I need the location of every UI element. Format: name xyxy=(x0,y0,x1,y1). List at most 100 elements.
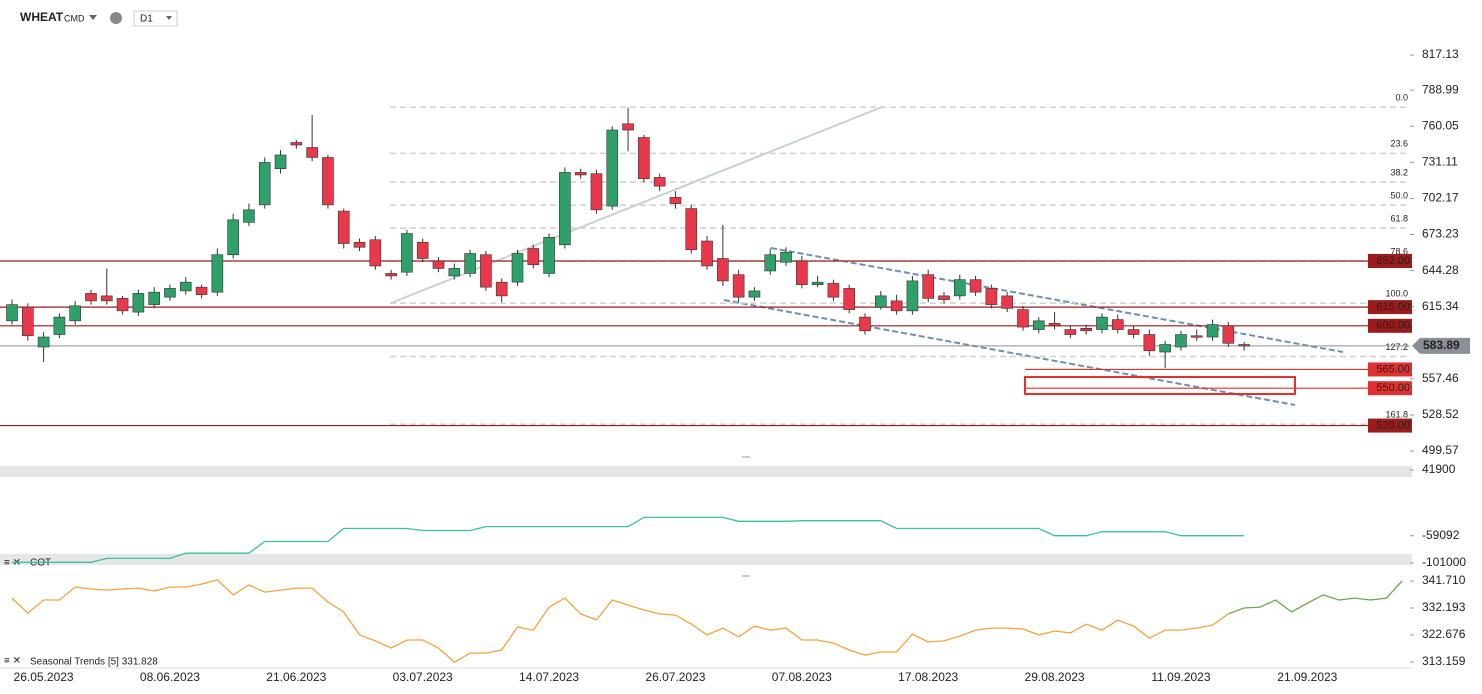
y-tick-label: 528.52 xyxy=(1422,407,1459,421)
candle-body xyxy=(353,241,366,248)
candle-body xyxy=(401,233,413,273)
candle-body xyxy=(69,305,81,322)
level-label: 565.00 xyxy=(1376,363,1410,375)
candle-body xyxy=(1175,334,1187,348)
candle-body xyxy=(416,241,429,259)
candle-body xyxy=(574,172,587,176)
x-tick-label: 21.09.2023 xyxy=(1277,670,1337,684)
candle-body xyxy=(748,290,761,298)
candle-body xyxy=(732,274,745,298)
candle-body xyxy=(132,293,145,313)
candle-body xyxy=(638,137,650,179)
zone-box[interactable] xyxy=(1024,376,1296,395)
candle-body xyxy=(875,295,887,308)
x-tick-label: 14.07.2023 xyxy=(519,670,579,684)
candle-body xyxy=(796,260,808,285)
series-line xyxy=(1228,580,1403,615)
candle-body xyxy=(559,172,571,246)
last-price-label: 583.89 xyxy=(1423,338,1460,352)
pane-icons[interactable]: ≡ ✕ xyxy=(4,558,21,569)
candle-body xyxy=(1222,325,1235,344)
y-tick-label: 341.710 xyxy=(1422,573,1466,587)
y-tick-label: 322.676 xyxy=(1422,627,1466,641)
timeframe: D1 xyxy=(140,14,153,25)
info-icon[interactable] xyxy=(110,12,122,24)
y-tick-label: 673.23 xyxy=(1422,227,1459,241)
candle-body xyxy=(922,274,935,299)
candle-body xyxy=(843,288,856,310)
candle-body xyxy=(717,258,729,282)
candle-body xyxy=(590,173,603,211)
candle-body xyxy=(622,123,634,131)
x-tick-label: 11.09.2023 xyxy=(1151,670,1210,684)
y-tick-label: 615.34 xyxy=(1422,299,1459,313)
x-tick-label: 03.07.2023 xyxy=(393,670,453,684)
y-tick-label: 41900 xyxy=(1422,462,1456,476)
pane-title: Seasonal Trends [5] 331.828 xyxy=(30,657,158,668)
candle-body xyxy=(1206,324,1219,338)
x-tick-label: 21.06.2023 xyxy=(266,670,326,684)
candle-body xyxy=(1096,316,1108,330)
candle-body xyxy=(764,254,777,272)
last-price-box xyxy=(1412,337,1470,354)
y-tick-label: 731.11 xyxy=(1422,154,1458,168)
x-tick-label: 26.05.2023 xyxy=(14,670,74,684)
candle-body xyxy=(432,260,445,269)
y-tick-label: -59092 xyxy=(1422,528,1460,542)
candle-body xyxy=(527,248,540,266)
timeframe-arrow xyxy=(166,16,172,20)
timeframe-select[interactable] xyxy=(133,10,178,27)
candle-body xyxy=(827,283,840,298)
level-label: 520.00 xyxy=(1376,419,1410,431)
candle-body xyxy=(306,147,318,158)
candle-body xyxy=(1080,328,1092,332)
candle-body xyxy=(685,208,698,251)
candle-body xyxy=(701,240,713,267)
candle-body xyxy=(211,254,224,293)
channel-upper[interactable] xyxy=(770,247,1344,353)
pane-icons[interactable]: ≡ ✕ xyxy=(4,656,21,667)
candle-body xyxy=(890,300,903,312)
x-tick-label: 08.06.2023 xyxy=(140,670,200,684)
candle-body xyxy=(543,236,555,274)
y-tick-label: 760.05 xyxy=(1422,118,1459,132)
y-tick-label: 499.57 xyxy=(1422,443,1459,457)
candle-body xyxy=(258,162,271,206)
candle-body xyxy=(337,210,350,244)
symbol-dropdown[interactable] xyxy=(89,15,97,20)
candle-body xyxy=(274,154,287,169)
candle-body xyxy=(243,209,255,223)
symbol: WHEAT xyxy=(20,10,64,24)
level-label-box xyxy=(1368,418,1412,433)
level-label: 615.00 xyxy=(1376,301,1410,313)
candle-body xyxy=(195,286,208,295)
level-label-box xyxy=(1368,318,1412,333)
fib-label: 38.2 xyxy=(1390,167,1408,177)
level-label: 600.00 xyxy=(1376,320,1410,332)
candle-body xyxy=(1032,320,1045,330)
candle-body xyxy=(669,197,682,204)
candle-body xyxy=(1017,309,1029,328)
candle-body xyxy=(953,279,966,297)
candle-body xyxy=(1048,323,1061,327)
y-tick-label: 644.28 xyxy=(1422,263,1459,277)
candle-body xyxy=(511,253,524,283)
y-tick-label: 702.17 xyxy=(1422,191,1459,205)
y-tick-label: 817.13 xyxy=(1422,47,1459,61)
candle-body xyxy=(1064,329,1077,335)
level-label-box xyxy=(1368,253,1412,268)
candle-body xyxy=(985,288,998,305)
pane-title: COT xyxy=(30,558,51,569)
candle-body xyxy=(116,298,129,312)
candle-body xyxy=(653,177,666,187)
candle-body xyxy=(1111,319,1124,330)
fib-label: 100.0 xyxy=(1385,288,1408,298)
candle-body xyxy=(85,293,97,302)
candle-body xyxy=(464,253,476,274)
level-label: 652.00 xyxy=(1376,255,1410,267)
candle-body xyxy=(495,281,508,297)
channel-lower[interactable] xyxy=(723,299,1296,406)
pane-separator xyxy=(0,554,1412,565)
